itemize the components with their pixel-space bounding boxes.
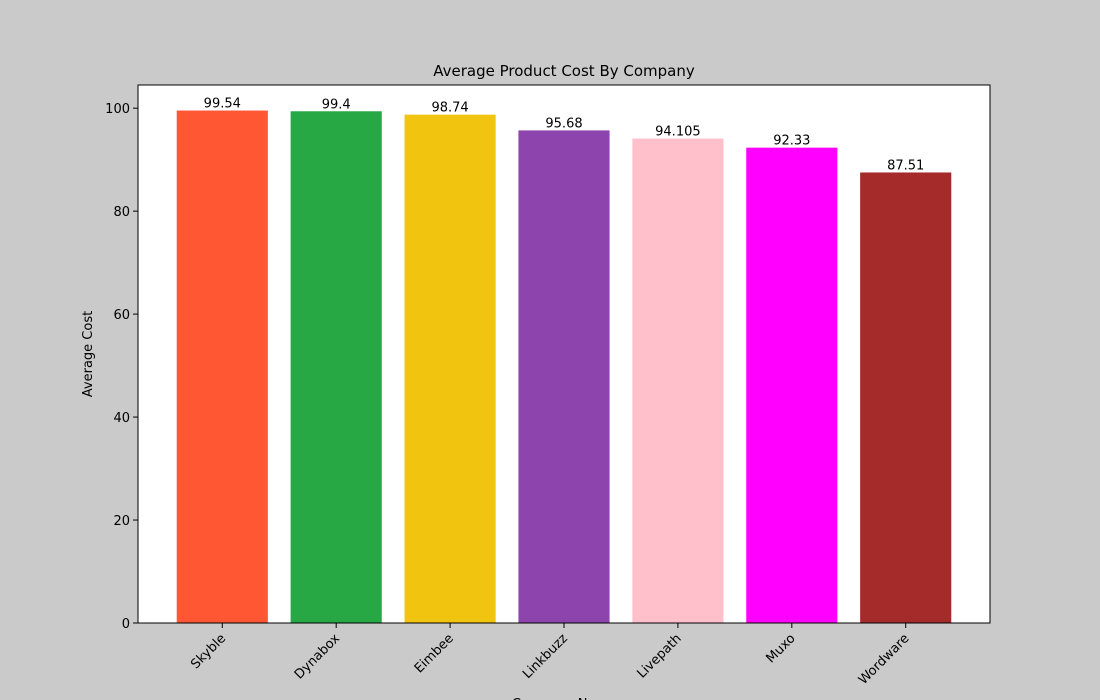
bar	[632, 138, 724, 623]
x-axis-label: Company Name	[512, 697, 616, 700]
x-tick-label: Linkbuzz	[520, 631, 571, 682]
value-label: 87.51	[887, 158, 924, 173]
bar	[860, 172, 952, 624]
value-label: 95.68	[545, 116, 582, 131]
y-tick-label: 20	[113, 514, 130, 529]
bar	[746, 147, 838, 623]
y-tick-label: 80	[113, 205, 130, 220]
y-tick-label: 0	[122, 617, 130, 632]
value-label: 92.33	[773, 134, 810, 149]
x-tick-label: Skyble	[188, 631, 229, 672]
bar	[176, 110, 268, 623]
y-tick-label: 60	[113, 308, 130, 323]
value-label: 99.4	[322, 97, 351, 112]
x-tick-label: Eimbee	[412, 631, 457, 676]
bar	[404, 114, 496, 623]
value-label: 98.74	[431, 101, 468, 116]
x-tick-label: Dynabox	[292, 631, 343, 682]
y-tick-label: 100	[105, 102, 130, 117]
x-tick-label: Livepath	[634, 631, 684, 681]
y-tick-label: 40	[113, 411, 130, 426]
plot-frame	[137, 84, 991, 624]
value-label: 99.54	[204, 97, 241, 112]
x-tick-label: Muxo	[763, 631, 798, 666]
x-tick-label: Wordware	[856, 631, 913, 688]
value-label: 94.105	[655, 125, 701, 140]
chart-title: Average Product Cost By Company	[433, 62, 695, 80]
bar	[290, 111, 382, 623]
y-axis-label: Average Cost	[81, 311, 96, 397]
bar	[518, 130, 610, 623]
